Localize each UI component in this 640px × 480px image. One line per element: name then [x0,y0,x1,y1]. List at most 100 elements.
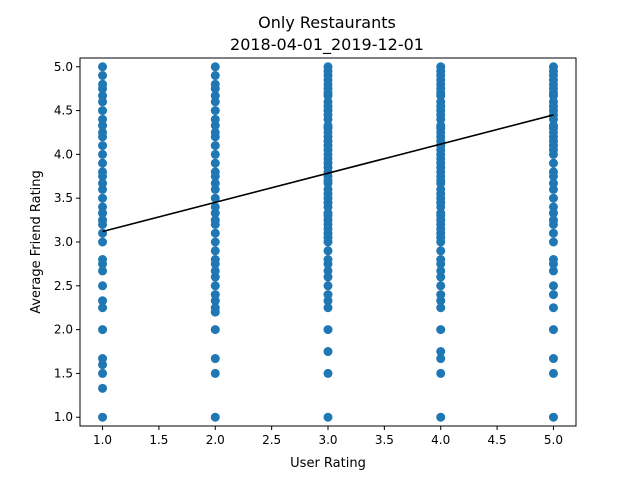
data-point [323,62,333,72]
data-point [210,202,220,212]
data-point [548,237,558,247]
data-point [436,255,446,265]
data-point [210,193,220,203]
data-point [548,290,558,300]
data-point [323,290,333,300]
data-point [98,106,108,116]
data-point [323,347,333,357]
data-point [210,106,220,116]
data-point [98,383,108,393]
data-point [98,266,108,276]
data-point [98,141,108,151]
data-point [98,114,108,124]
data-point [548,255,558,265]
data-point [210,167,220,177]
data-point [548,62,558,72]
data-point [436,246,446,256]
x-tick-label: 4.0 [431,433,450,447]
data-point [210,290,220,300]
data-point [548,193,558,203]
data-point [98,303,108,313]
data-point [210,303,220,313]
data-point [98,91,108,101]
y-tick-label: 2.0 [54,323,73,337]
data-point [548,281,558,291]
data-point [548,178,558,188]
y-tick-label: 5.0 [54,60,73,74]
data-point [98,71,108,81]
data-point [323,281,333,291]
data-point [98,167,108,177]
data-point [210,178,220,188]
data-point [436,62,446,72]
data-point [98,215,108,225]
data-point [210,71,220,81]
data-point [210,368,220,378]
data-point [98,193,108,203]
data-point [210,412,220,422]
x-tick-label: 4.5 [488,433,507,447]
y-tick-label: 2.5 [54,279,73,293]
data-point [98,325,108,335]
data-point [323,246,333,256]
data-point [548,354,558,364]
data-point [436,368,446,378]
data-point [98,255,108,265]
data-point [436,303,446,313]
chart-subtitle: 2018-04-01_2019-12-01 [230,35,424,55]
data-point [210,325,220,335]
data-point [548,202,558,212]
x-tick-label: 1.5 [149,433,168,447]
data-point [210,91,220,101]
data-point [210,62,220,72]
y-tick-label: 4.5 [54,104,73,118]
y-axis-label: Average Friend Rating [29,170,44,314]
trend-line [102,114,554,233]
data-point [210,141,220,151]
data-point [436,325,446,335]
chart-title: Only Restaurants [258,13,396,32]
data-point [98,127,108,137]
data-point [210,266,220,276]
data-point [210,281,220,291]
data-point [323,266,333,276]
data-point [436,347,446,357]
data-point [548,412,558,422]
x-tick-label: 3.0 [318,433,337,447]
data-point [98,354,108,364]
data-point [98,178,108,188]
data-point [210,228,220,238]
data-point [98,296,108,306]
data-point [98,62,108,72]
x-tick-label: 1.0 [93,433,112,447]
data-point [98,158,108,168]
data-point [98,202,108,212]
data-point [548,266,558,276]
axes: 1.0 1.5 2.0 2.5 3.0 3.5 4.0 4.5 5.0 1.0 1.5 2.0 2.5 3… [54,60,563,447]
data-point [210,215,220,225]
data-point [548,158,558,168]
data-point [98,368,108,378]
data-point [323,303,333,313]
x-tick-label: 2.5 [262,433,281,447]
y-tick-label: 3.5 [54,191,73,205]
data-point [210,79,220,89]
data-point [323,325,333,335]
data-point [210,114,220,124]
data-point [323,412,333,422]
data-point [323,368,333,378]
y-tick-label: 1.0 [54,410,73,424]
y-tick-label: 3.0 [54,235,73,249]
data-point [436,354,446,364]
data-point [548,368,558,378]
data-point [98,412,108,422]
data-point [436,412,446,422]
data-point [548,303,558,313]
x-tick-label: 2.0 [206,433,225,447]
x-axis-label: User Rating [290,456,366,471]
y-tick-label: 1.5 [54,366,73,380]
data-point [210,255,220,265]
data-point [210,158,220,168]
